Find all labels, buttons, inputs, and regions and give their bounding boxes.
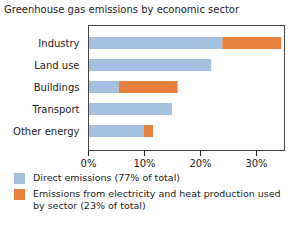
svg-text:Other energy: Other energy <box>13 126 79 137</box>
svg-text:Industry: Industry <box>38 38 79 49</box>
svg-text:0%: 0% <box>81 158 97 169</box>
html-text:Direct emissions (77% of total: Direct emissions (77% of total) <box>33 172 180 183</box>
svg-text:Buildings: Buildings <box>34 82 80 93</box>
svg-text:Transport: Transport <box>32 104 80 115</box>
svg-text:Land use: Land use <box>34 60 79 71</box>
svg-text:30%: 30% <box>245 158 267 169</box>
svg-text:20%: 20% <box>189 158 211 169</box>
html-text:Emissions from electricity and: Emissions from electricity and heat prod… <box>33 188 281 211</box>
html-text:Greenhouse gas emissions by ec: Greenhouse gas emissions by economic sec… <box>4 4 240 15</box>
svg-text:10%: 10% <box>133 158 155 169</box>
